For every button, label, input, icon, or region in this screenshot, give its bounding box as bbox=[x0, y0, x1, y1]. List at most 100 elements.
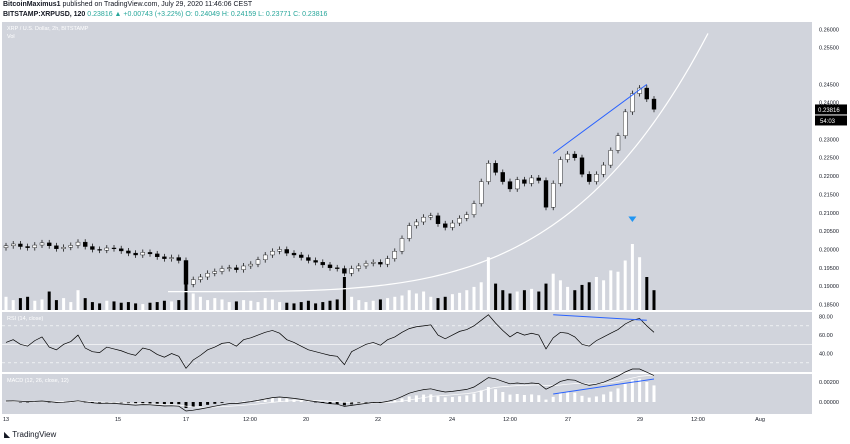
candle-body-6 bbox=[47, 242, 52, 246]
candle-body-55 bbox=[399, 238, 405, 252]
macd-hist-62 bbox=[450, 397, 454, 402]
candle-body-85 bbox=[615, 135, 621, 151]
volume-bar-32 bbox=[234, 301, 238, 310]
price-title: XRP / U.S. Dollar, 2h, BITSTAMP bbox=[7, 26, 89, 32]
volume-bar-5 bbox=[40, 299, 44, 310]
candle-body-35 bbox=[255, 259, 261, 265]
volume-bar-90 bbox=[652, 290, 656, 310]
y-tick-label-13: 0.19000 bbox=[819, 284, 839, 290]
symbol-label: BITSTAMP:XRPUSD, 120 bbox=[3, 11, 86, 18]
y-tick-label-3: 0.24000 bbox=[819, 101, 839, 107]
volume-bar-2 bbox=[18, 298, 22, 310]
candle-body-22 bbox=[162, 256, 167, 259]
volume-bar-79 bbox=[573, 290, 577, 310]
candle-body-75 bbox=[543, 180, 549, 208]
candle-body-57 bbox=[414, 221, 419, 226]
x-tick-label-2: 17 bbox=[183, 417, 189, 422]
x-tick-label-7: 12:00 bbox=[503, 417, 517, 422]
volume-bar-42 bbox=[306, 300, 310, 310]
volume-bar-70 bbox=[508, 293, 512, 310]
volume-bar-14 bbox=[105, 300, 109, 310]
candle-body-17 bbox=[126, 250, 131, 254]
volume-bar-31 bbox=[227, 302, 231, 310]
volume-bar-17 bbox=[126, 302, 130, 310]
macd-hist-50 bbox=[364, 402, 368, 403]
macd-hist-90 bbox=[652, 385, 656, 402]
x-tick-label-1: 15 bbox=[115, 417, 121, 422]
macd-hist-78 bbox=[566, 391, 570, 402]
candle-body-5 bbox=[39, 242, 45, 246]
y-tick-label-6: 0.22500 bbox=[819, 156, 839, 162]
author-name[interactable]: BitcoinMaximus1 bbox=[3, 1, 61, 8]
macd-signal-line bbox=[5, 375, 654, 408]
volume-bar-48 bbox=[350, 296, 354, 310]
candle-body-7 bbox=[54, 245, 59, 249]
volume-bar-62 bbox=[450, 294, 454, 310]
candle-body-8 bbox=[61, 247, 66, 249]
candle-body-37 bbox=[270, 251, 275, 256]
y-tick-label-7: 0.22000 bbox=[819, 174, 839, 180]
macd-hist-42 bbox=[306, 401, 310, 402]
candle-body-31 bbox=[226, 267, 232, 269]
volume-bar-83 bbox=[602, 280, 606, 310]
macd-hist-18 bbox=[134, 402, 138, 404]
candle-body-27 bbox=[198, 276, 203, 280]
candle-body-83 bbox=[601, 164, 606, 175]
volume-bar-46 bbox=[335, 299, 339, 310]
candle-body-71 bbox=[515, 179, 520, 190]
macd-hist-65 bbox=[472, 393, 476, 402]
y-tick-label-14: 0.18500 bbox=[819, 302, 839, 308]
volume-bar-27 bbox=[198, 296, 202, 310]
volume-bar-81 bbox=[587, 282, 591, 310]
macd-hist-75 bbox=[544, 399, 548, 402]
candle-body-44 bbox=[320, 262, 325, 266]
price-change: 0.23816 ▲ +0.00743 (+3.22%) bbox=[87, 11, 184, 18]
candle-body-12 bbox=[90, 246, 95, 250]
chart-header: BitcoinMaximus1 published on TradingView… bbox=[0, 0, 850, 22]
price-axis bbox=[812, 22, 850, 414]
candle-body-52 bbox=[378, 262, 383, 265]
parabolic-curve bbox=[168, 33, 709, 293]
macd-hist-22 bbox=[162, 402, 166, 405]
macd-hist-69 bbox=[501, 392, 505, 402]
macd-hist-66 bbox=[479, 390, 483, 402]
macd-hist-85 bbox=[616, 388, 620, 402]
candle-body-29 bbox=[212, 271, 218, 274]
x-tick-label-9: 29 bbox=[637, 417, 643, 422]
volume-bar-29 bbox=[213, 298, 217, 310]
macd-hist-29 bbox=[213, 402, 217, 404]
macd-hist-82 bbox=[594, 396, 598, 402]
tradingview-logo[interactable]: ◣ TradingView bbox=[4, 430, 56, 439]
candle-body-86 bbox=[623, 111, 628, 136]
candle-body-38 bbox=[277, 249, 282, 252]
macd-hist-28 bbox=[206, 402, 210, 405]
macd-hist-68 bbox=[494, 389, 498, 402]
volume-bar-51 bbox=[371, 300, 375, 310]
down-arrow-marker bbox=[628, 216, 637, 222]
candle-body-59 bbox=[428, 215, 433, 218]
candle-body-77 bbox=[558, 159, 563, 184]
macd-hist-70 bbox=[508, 394, 512, 402]
macd-hist-41 bbox=[299, 400, 303, 402]
candle-body-24 bbox=[176, 257, 182, 261]
volume-bar-89 bbox=[645, 277, 649, 310]
candle-body-73 bbox=[529, 177, 534, 184]
candle-body-60 bbox=[435, 215, 441, 224]
volume-bar-52 bbox=[378, 299, 382, 310]
last-price-label: 0.23816 bbox=[818, 108, 840, 114]
candle-body-48 bbox=[349, 268, 354, 274]
candle-body-90 bbox=[651, 98, 657, 110]
chart-svg[interactable]: 0.260000.255000.245000.240000.235000.230… bbox=[0, 22, 850, 423]
y-tick-label-11: 0.20000 bbox=[819, 247, 839, 253]
macd-tick-0: 0.00200 bbox=[819, 380, 839, 386]
x-tick-label-4: 20 bbox=[303, 417, 309, 422]
volume-bar-12 bbox=[90, 302, 94, 310]
candle-body-10 bbox=[75, 241, 81, 246]
volume-bar-21 bbox=[155, 302, 159, 310]
chart-area[interactable]: 0.260000.255000.245000.240000.235000.230… bbox=[0, 22, 850, 423]
volume-bar-34 bbox=[249, 300, 253, 310]
candle-body-65 bbox=[471, 203, 477, 215]
volume-bar-43 bbox=[314, 303, 318, 310]
volume-bar-56 bbox=[407, 290, 411, 310]
y-tick-label-1: 0.25500 bbox=[819, 46, 839, 52]
